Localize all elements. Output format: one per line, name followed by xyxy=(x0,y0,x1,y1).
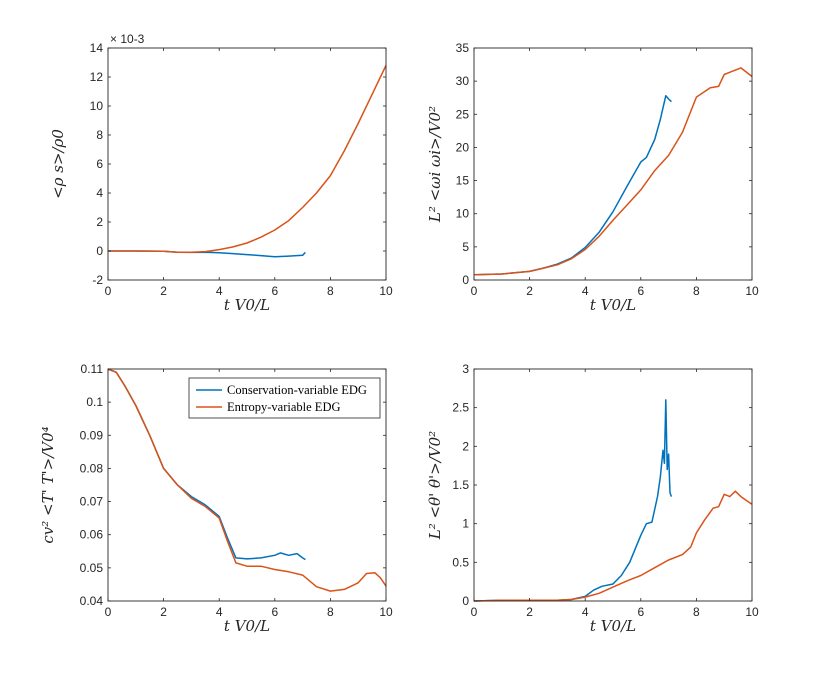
y-tick-label: 0.06 xyxy=(80,528,104,542)
y-tick-label: 15 xyxy=(456,174,470,188)
series-line-conservation xyxy=(473,94,672,276)
y-tick-label: 20 xyxy=(456,140,470,154)
axes-box xyxy=(107,368,387,602)
x-tick-label: 6 xyxy=(637,284,644,298)
panel-enstrophy: 0 2 4 6 8 10 0 5 10 15 20 25 30 35 t V0/L L² <ωi ωi>/… xyxy=(426,41,759,314)
y-tick-label: 0.5 xyxy=(452,555,469,569)
y-tick-label: 0.05 xyxy=(80,561,104,575)
y-tick-label: 2 xyxy=(96,215,103,229)
x-tick-label: 2 xyxy=(526,605,533,619)
x-tick-label: 10 xyxy=(745,284,759,298)
x-axis-label: t V0/L xyxy=(590,617,636,635)
x-tick-label: 4 xyxy=(582,284,589,298)
series-line-entropy xyxy=(473,490,753,602)
panel-temperature-variance: 0 2 4 6 8 10 0.04 0.05 0.06 0.07 0.08 0.09 0.1 0.11 t… xyxy=(39,362,393,635)
y-tick-label: 30 xyxy=(456,74,470,88)
y-tick-label: 1.5 xyxy=(452,478,469,492)
y-tick-label: 4 xyxy=(96,186,103,200)
y-axis-label: L² <ωi ωi>/V0² xyxy=(426,106,444,223)
legend: Conservation-variable EDG Entropy-variab… xyxy=(188,377,381,419)
plot-area xyxy=(108,65,387,258)
y-tick-label: 3 xyxy=(462,362,469,376)
y-tick-label: 12 xyxy=(90,70,104,84)
y-axis-label: L² <θ' θ'>/V0² xyxy=(426,431,444,540)
legend-label-entropy: Entropy-variable EDG xyxy=(227,400,341,414)
x-tick-label: 6 xyxy=(271,605,278,619)
y-axis-label: cv² <T' T'>/V0⁴ xyxy=(39,426,57,543)
y-tick-label: 0 xyxy=(96,244,103,258)
y-tick-label: 2.5 xyxy=(452,401,469,415)
axes-box xyxy=(107,47,387,281)
axes-box xyxy=(473,47,753,281)
y-axis-label: <ρ s>/ρ0 xyxy=(49,129,67,199)
x-tick-label: 2 xyxy=(526,284,533,298)
y-tick-label: 8 xyxy=(96,128,103,142)
y-tick-label: 0.07 xyxy=(80,495,104,509)
x-axis-label: t V0/L xyxy=(590,296,636,314)
plot-area xyxy=(473,399,753,602)
x-tick-label: 4 xyxy=(582,605,589,619)
panel-potential-temperature-variance: 0 2 4 6 8 10 0 0.5 1 1.5 2 2.5 3 t V0/L L² <θ' θ'>/V… xyxy=(426,362,759,635)
x-tick-label: 10 xyxy=(379,284,393,298)
y-tick-label: 0 xyxy=(462,273,469,287)
legend-label-conservation: Conservation-variable EDG xyxy=(227,383,367,397)
x-tick-label: 0 xyxy=(471,605,478,619)
x-tick-label: 10 xyxy=(379,605,393,619)
y-tick-label: 0 xyxy=(462,594,469,608)
y-tick-label: 10 xyxy=(456,207,470,221)
y-tick-label: 2 xyxy=(462,439,469,453)
y-tick-label: 6 xyxy=(96,157,103,171)
x-tick-label: 6 xyxy=(271,284,278,298)
x-tick-label: 8 xyxy=(693,605,700,619)
y-tick-label: 0.1 xyxy=(86,395,103,409)
legend-box xyxy=(188,377,381,419)
series-line-entropy xyxy=(107,368,387,592)
x-tick-label: 6 xyxy=(637,605,644,619)
x-tick-label: 4 xyxy=(216,284,223,298)
x-tick-label: 4 xyxy=(216,605,223,619)
y-tick-label: 14 xyxy=(90,41,104,55)
y-tick-label: 25 xyxy=(456,107,470,121)
series-line-entropy xyxy=(473,67,753,276)
exponent-label: × 10-3 xyxy=(110,32,145,46)
series-line-conservation xyxy=(473,399,673,602)
plot-area xyxy=(107,368,387,592)
y-tick-label: 10 xyxy=(90,99,104,113)
y-tick-label: -2 xyxy=(92,273,103,287)
x-tick-label: 8 xyxy=(327,605,334,619)
x-tick-label: 0 xyxy=(105,284,112,298)
x-tick-label: 8 xyxy=(327,284,334,298)
y-tick-label: 35 xyxy=(456,41,470,55)
x-tick-label: 0 xyxy=(471,284,478,298)
y-tick-label: 0.09 xyxy=(80,428,104,442)
y-tick-label: 0.04 xyxy=(80,594,104,608)
x-axis-label: t V0/L xyxy=(224,617,270,635)
x-tick-label: 10 xyxy=(745,605,759,619)
y-tick-label: 1 xyxy=(462,517,469,531)
axes-box xyxy=(473,368,753,602)
x-tick-label: 2 xyxy=(160,284,167,298)
y-tick-label: 5 xyxy=(462,240,469,254)
series-line-entropy xyxy=(108,65,387,253)
x-axis-label: t V0/L xyxy=(224,296,270,314)
plot-area xyxy=(473,67,753,276)
x-tick-label: 0 xyxy=(105,605,112,619)
x-tick-label: 2 xyxy=(160,605,167,619)
y-tick-label: 0.11 xyxy=(81,362,104,376)
x-tick-label: 8 xyxy=(693,284,700,298)
y-tick-label: 0.08 xyxy=(80,461,104,475)
